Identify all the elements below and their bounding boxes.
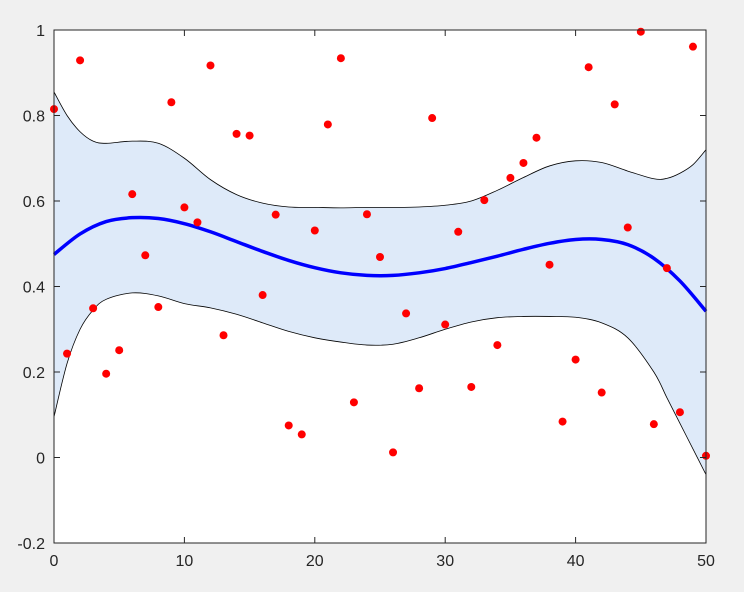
data-point	[76, 56, 85, 65]
data-point	[89, 304, 98, 313]
data-point	[323, 120, 332, 129]
data-point	[154, 303, 163, 312]
data-point	[493, 341, 502, 350]
data-point	[102, 369, 111, 378]
data-point	[623, 223, 632, 232]
data-point	[571, 355, 580, 364]
data-point	[441, 320, 450, 329]
data-point	[545, 260, 554, 269]
data-point	[389, 448, 398, 457]
data-point	[284, 421, 293, 430]
data-points	[50, 27, 710, 460]
y-tick-label: 0.2	[23, 365, 45, 382]
data-point	[519, 158, 528, 167]
data-point	[141, 251, 150, 260]
data-point	[649, 420, 658, 429]
data-point	[206, 61, 215, 70]
data-point	[597, 388, 606, 397]
y-tick-label: 0.8	[23, 109, 45, 126]
data-point	[297, 430, 306, 439]
data-point	[610, 100, 619, 109]
y-tick-label: 0.6	[23, 194, 45, 211]
x-tick-label: 10	[176, 553, 194, 570]
data-point	[336, 54, 345, 63]
data-point	[376, 253, 384, 261]
fit-curve	[52, 215, 708, 313]
data-point	[415, 384, 424, 393]
data-point	[271, 210, 280, 219]
data-point	[167, 98, 176, 107]
data-point	[232, 129, 241, 138]
data-point	[688, 42, 697, 51]
y-tick-label: 0	[36, 451, 45, 468]
upper-bound-line	[54, 91, 706, 209]
x-tick-label: 40	[567, 553, 585, 570]
x-tick-label: 50	[697, 553, 715, 570]
confidence-band	[54, 91, 706, 475]
data-point	[115, 346, 124, 355]
x-tick-label: 0	[50, 553, 59, 570]
y-axis-ticks: -0.2 0 0.2 0.4 0.6 0.8 1	[17, 23, 706, 553]
data-point	[506, 173, 515, 182]
data-point	[558, 417, 567, 426]
data-point	[193, 218, 202, 227]
data-point	[662, 264, 671, 273]
data-point	[310, 226, 319, 235]
data-point	[532, 133, 541, 142]
data-point	[636, 27, 645, 36]
fit-line	[52, 215, 708, 313]
data-point	[428, 114, 437, 123]
data-point	[454, 227, 463, 236]
y-tick-label: 1	[36, 23, 45, 40]
data-point	[349, 398, 358, 407]
data-point	[402, 309, 411, 318]
y-tick-label: 0.4	[23, 280, 45, 297]
data-point	[258, 291, 267, 300]
data-point	[467, 382, 476, 391]
data-point	[63, 349, 72, 358]
data-point	[180, 203, 189, 212]
data-point	[675, 408, 684, 417]
data-point	[584, 63, 593, 72]
x-axis-ticks: 0 10 20 30 40 50	[50, 30, 715, 570]
confidence-band-fill	[54, 91, 706, 475]
data-point	[245, 131, 254, 140]
y-tick-label: -0.2	[17, 536, 45, 553]
data-point	[219, 331, 228, 340]
data-point	[480, 196, 489, 205]
lower-bound-line	[54, 292, 706, 475]
x-tick-label: 20	[306, 553, 324, 570]
data-point	[362, 210, 371, 219]
data-point	[128, 190, 137, 199]
x-tick-label: 30	[436, 553, 454, 570]
